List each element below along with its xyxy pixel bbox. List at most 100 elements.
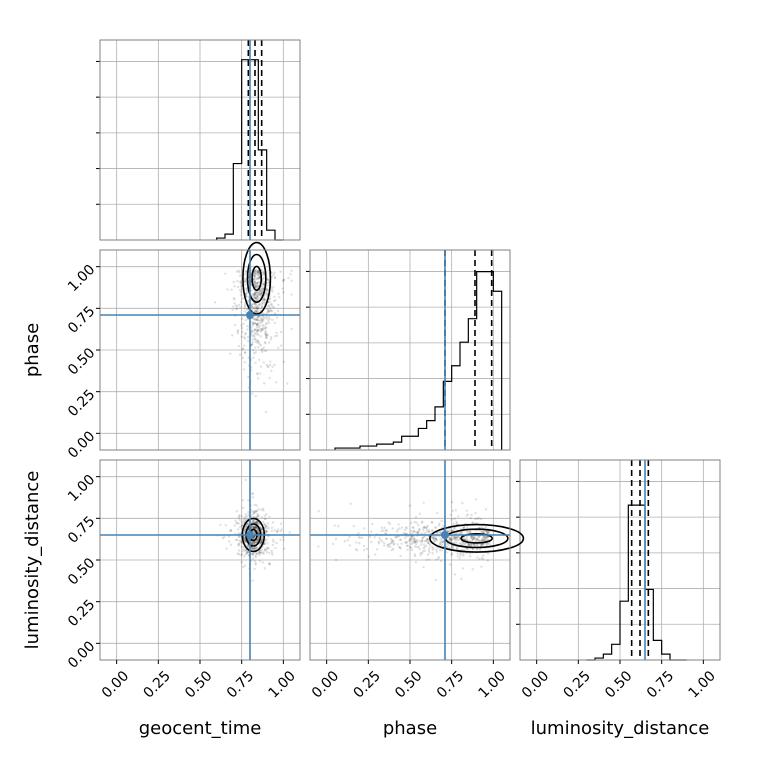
sample-point (390, 548, 394, 552)
sample-point (415, 543, 418, 546)
sample-point (262, 270, 265, 274)
sample-point (411, 526, 414, 529)
sample-point (367, 555, 370, 558)
panel-grid-luminosity_distance-geocent_time (100, 460, 300, 660)
sample-point (261, 347, 264, 351)
sample-point (436, 546, 439, 549)
sample-point (253, 335, 256, 339)
sample-point (282, 535, 285, 539)
sample-point (255, 521, 259, 524)
sample-point (432, 546, 435, 550)
sample-point (264, 410, 268, 414)
sample-point (421, 549, 425, 553)
sample-point (243, 337, 247, 340)
sample-point (253, 321, 257, 325)
sample-point (255, 546, 258, 549)
sample-point (421, 537, 424, 540)
sample-point (236, 538, 239, 542)
sample-point (422, 501, 425, 504)
sample-point (264, 336, 268, 339)
sample-point (460, 577, 463, 580)
sample-point (246, 522, 249, 525)
sample-point (448, 563, 452, 566)
sample-point (253, 503, 256, 507)
sample-point (266, 522, 270, 525)
sample-point (237, 553, 241, 556)
sample-point (259, 294, 262, 297)
sample-point (253, 511, 256, 514)
sample-point (450, 529, 453, 533)
sample-point (279, 270, 282, 273)
sample-point (360, 536, 364, 539)
sample-point (452, 546, 455, 549)
sample-point (423, 526, 427, 530)
sample-point (274, 546, 277, 550)
sample-point (229, 352, 232, 356)
sample-point (253, 546, 257, 549)
sample-point (260, 348, 263, 352)
sample-point (260, 302, 263, 305)
sample-point (263, 567, 266, 570)
sample-point (426, 553, 430, 556)
sample-point (267, 319, 270, 322)
sample-point (256, 277, 260, 280)
sample-point (355, 541, 358, 544)
sample-point (253, 531, 257, 534)
sample-point (290, 269, 293, 272)
sample-point (273, 363, 276, 367)
sample-point (271, 553, 274, 556)
sample-point (409, 538, 412, 541)
sample-point (255, 305, 258, 309)
sample-point (260, 528, 263, 531)
sample-point (242, 547, 245, 551)
sample-point (254, 510, 257, 513)
sample-point (256, 341, 259, 345)
x-tick-label: 1.00 (266, 668, 299, 701)
sample-point (399, 538, 403, 542)
sample-point (271, 290, 274, 293)
sample-point (252, 540, 255, 544)
sample-point (254, 275, 257, 278)
sample-point (439, 531, 442, 535)
sample-point (213, 301, 217, 304)
sample-point (262, 282, 265, 286)
sample-point (416, 531, 419, 534)
samples-phase-luminosity_distance (317, 498, 491, 582)
sample-point (264, 525, 267, 528)
sample-point (265, 530, 268, 534)
sample-point (241, 506, 245, 510)
y-tick-label: 1.00 (65, 262, 98, 295)
sample-point (317, 510, 320, 513)
sample-point (251, 510, 255, 513)
sample-point (243, 537, 247, 540)
sample-point (243, 273, 246, 276)
sample-point (265, 307, 269, 311)
sample-point (414, 516, 418, 519)
sample-point (262, 509, 265, 512)
sample-point (273, 271, 276, 274)
sample-point (246, 551, 249, 554)
sample-point (255, 322, 258, 325)
sample-point (290, 293, 293, 296)
sample-point (256, 332, 259, 335)
sample-point (438, 522, 441, 525)
sample-point (403, 528, 406, 532)
sample-point (263, 523, 267, 527)
sample-point (265, 538, 268, 541)
sample-point (471, 535, 474, 539)
sample-point (416, 530, 419, 534)
sample-point (243, 283, 247, 286)
sample-point (264, 330, 267, 333)
sample-point (486, 532, 490, 535)
sample-point (239, 285, 242, 288)
sample-point (253, 322, 256, 325)
sample-point (483, 538, 486, 542)
sample-point (256, 306, 260, 309)
sample-point (440, 549, 443, 552)
sample-point (253, 541, 257, 544)
sample-point (477, 516, 480, 520)
sample-point (242, 517, 245, 521)
sample-point (254, 306, 257, 310)
sample-point (251, 492, 254, 495)
sample-point (460, 531, 463, 535)
